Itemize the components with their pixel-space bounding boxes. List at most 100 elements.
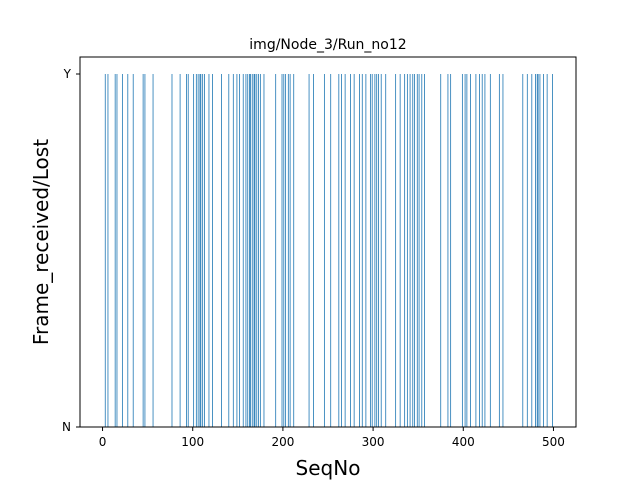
bar [289,74,291,427]
bar [245,74,247,427]
bar [369,74,371,427]
y-ticks-layer: NY [62,67,80,434]
bar [404,74,406,427]
bar [121,74,123,427]
x-ticks-layer: 0 100 200 300 400 500 [99,427,565,449]
bar [350,74,351,427]
bar [127,74,129,427]
bar [171,74,173,427]
bar [242,74,244,427]
bar [464,74,466,427]
bar [221,74,222,427]
bar [253,74,255,427]
bar [447,74,449,427]
bar [107,74,109,427]
bar [116,74,118,427]
bar [378,74,379,427]
bar [247,74,249,427]
bar [461,74,463,427]
bar [212,74,213,427]
bar [285,74,287,427]
plot-frame [79,56,577,428]
bar [114,74,116,427]
bar [236,74,238,427]
bar [208,74,210,427]
x-tick-label: 200 [271,435,294,449]
y-axis-label: Frame_received/Lost [29,139,53,345]
bar [537,74,539,427]
bar [228,74,230,427]
bar [522,74,524,427]
bar [361,74,363,427]
bar [256,74,258,427]
x-tick-label: 300 [362,435,385,449]
x-tick-label: 400 [452,435,475,449]
bar [186,74,187,427]
bar [418,74,420,427]
bar [466,74,468,427]
bar [200,74,202,427]
bar [263,74,265,427]
x-tick-label: 0 [99,435,107,449]
bar [526,74,528,427]
bar [475,74,477,427]
bar [470,74,471,427]
bar [365,74,367,427]
bar [536,74,538,427]
bar [195,74,197,427]
bar [202,74,204,427]
bar [251,74,253,427]
bar [539,74,541,427]
bar [502,74,504,427]
bar [424,74,425,427]
x-tick-label: 100 [181,435,204,449]
bar [330,74,332,427]
bar [374,74,376,427]
bar [399,74,401,427]
bar [385,74,387,427]
bar [412,74,414,427]
bar [144,74,146,427]
bar [380,74,382,427]
bar [353,74,355,427]
bar [440,74,442,427]
x-axis-label: SeqNo [296,456,361,480]
bar [479,74,480,427]
bar [104,74,106,427]
bar [293,74,295,427]
bar [498,74,500,427]
bar [132,74,134,427]
bar [197,74,199,427]
y-tick-label: Y [63,67,72,81]
bar [259,74,261,427]
bar [371,74,373,427]
bar [421,74,423,427]
bar [287,74,289,427]
bar [249,74,250,427]
bar [179,74,181,427]
bar [376,74,378,427]
bar [152,74,154,427]
bar [308,74,310,427]
bar [338,74,340,427]
bar [187,74,189,427]
bar [250,74,251,427]
bar [193,74,195,427]
bar [484,74,486,427]
bar [313,74,314,427]
bar [552,74,553,427]
bar [546,74,548,427]
y-tick-label: N [62,420,71,434]
bar [239,74,241,427]
x-tick-label: 500 [542,435,565,449]
bar [275,74,277,427]
bar [344,74,346,427]
bar [416,74,418,427]
bar [142,74,144,427]
bar [204,74,205,427]
bar [323,74,325,427]
bar [406,74,408,427]
bar [341,74,342,427]
